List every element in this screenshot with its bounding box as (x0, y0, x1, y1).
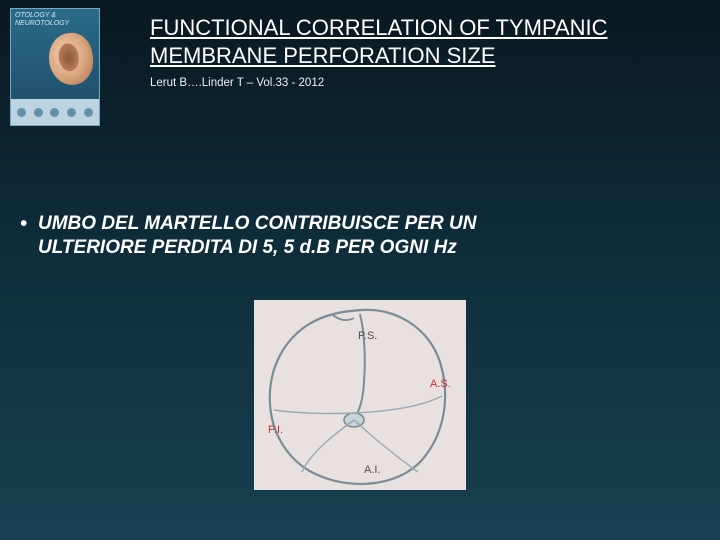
bullet-list: UMBO DEL MARTELLO CONTRIBUISCE PER UN UL… (20, 212, 690, 260)
slide-title: FUNCTIONAL CORRELATION OF TYMPANIC MEMBR… (150, 14, 680, 69)
label-as: A.S. (430, 378, 451, 390)
quad-line-post (302, 420, 354, 472)
bullet-line-2: ULTERIORE PERDITA DI 5, 5 d.B PER OGNI H… (38, 237, 457, 258)
label-pi: P.I. (268, 424, 283, 436)
journal-name: OTOLOGY & NEUROTOLOGY (11, 9, 99, 30)
title-block: FUNCTIONAL CORRELATION OF TYMPANIC MEMBR… (150, 14, 680, 89)
label-ai: A.I. (364, 464, 381, 476)
journal-footer-strip (11, 99, 99, 125)
journal-cover: OTOLOGY & NEUROTOLOGY (10, 8, 100, 126)
diagram-svg (254, 300, 466, 490)
tympanic-diagram: P.S. A.S. P.I. A.I. (254, 300, 466, 490)
title-line-1: FUNCTIONAL CORRELATION OF TYMPANIC (150, 15, 608, 40)
label-ps: P.S. (358, 330, 377, 342)
bullet-item: UMBO DEL MARTELLO CONTRIBUISCE PER UN UL… (20, 212, 690, 260)
bullet-line-1: UMBO DEL MARTELLO CONTRIBUISCE PER UN (38, 213, 476, 234)
title-line-2: MEMBRANE PERFORATION SIZE (150, 43, 496, 68)
annulus-notch (332, 314, 354, 320)
citation: Lerut B….Linder T – Vol.33 - 2012 (150, 77, 680, 89)
ear-illustration (46, 30, 97, 88)
